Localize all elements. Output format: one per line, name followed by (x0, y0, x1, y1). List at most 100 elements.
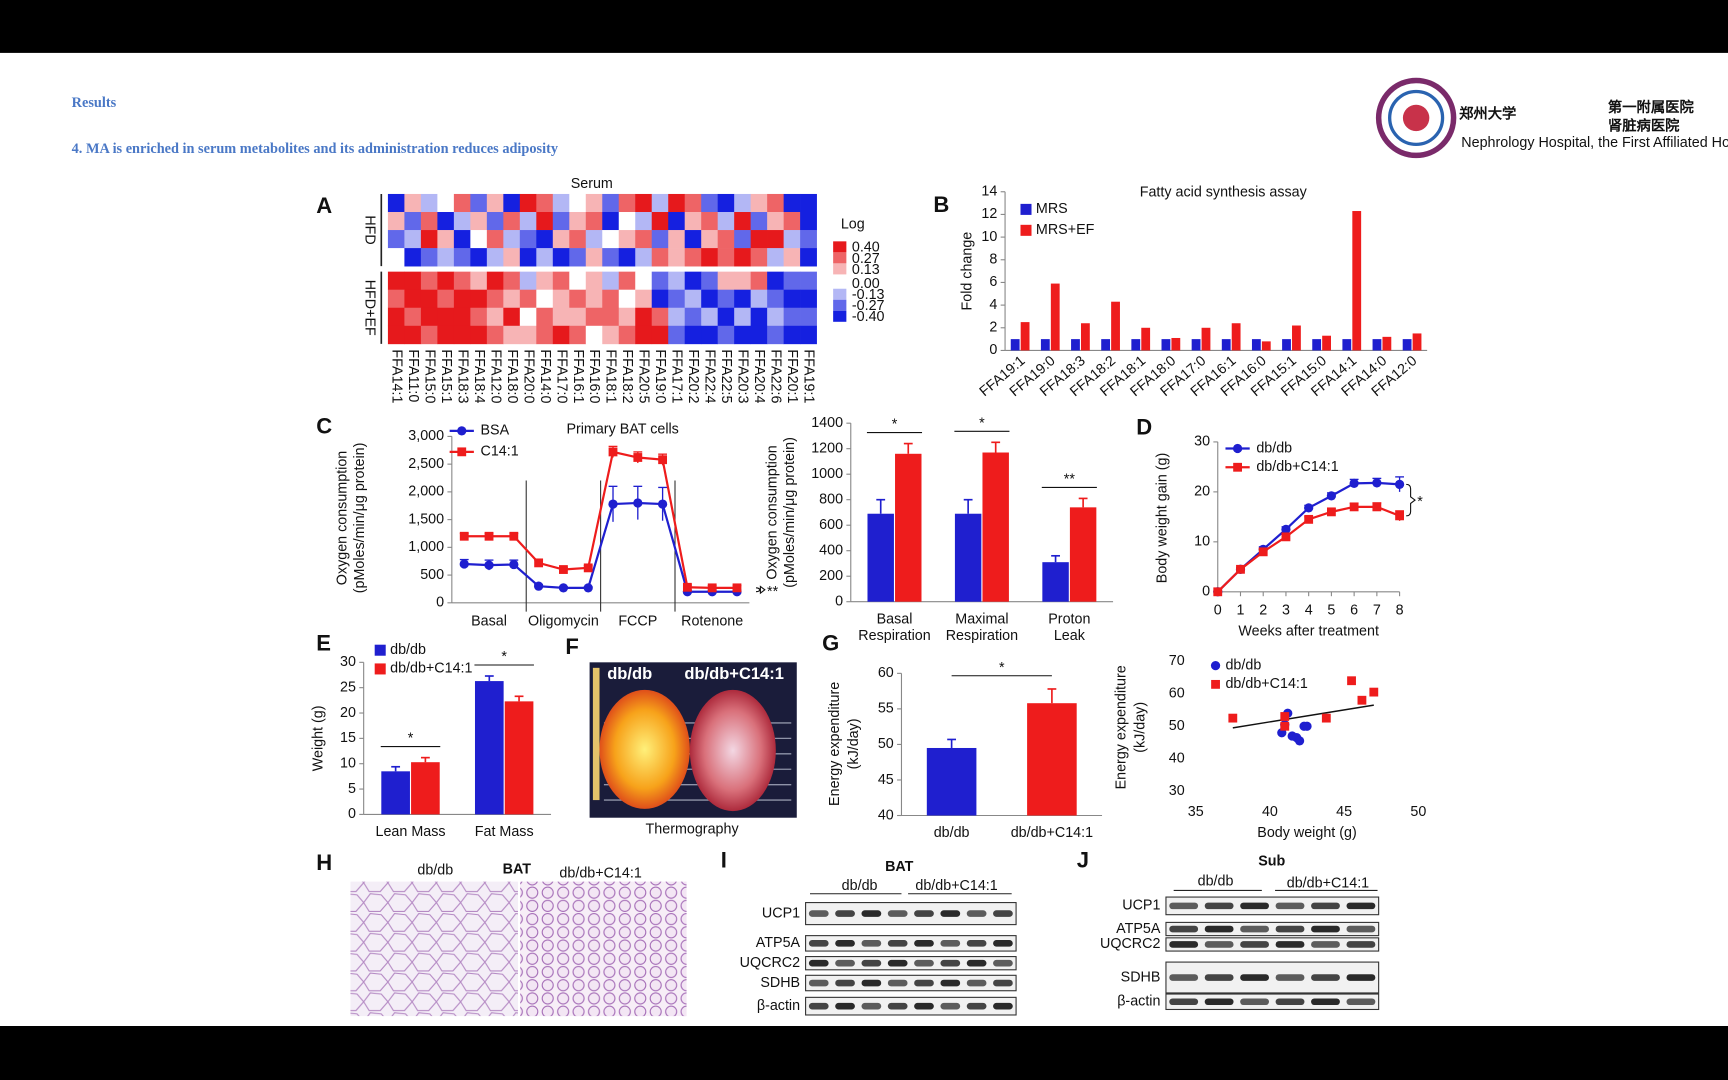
y-axis-label: Oxygen consumption (764, 445, 780, 579)
significance-label: ** (767, 584, 779, 600)
marker (657, 499, 668, 509)
blot-row-label: β-actin (757, 998, 800, 1014)
bar (1027, 703, 1077, 816)
heatmap-cell (684, 289, 702, 309)
significance-label: * (1417, 494, 1423, 510)
bar (1282, 339, 1291, 351)
heatmap-cell (701, 307, 719, 327)
heatmap-cell (800, 325, 817, 345)
x-tick-label: Oligomycin (528, 613, 599, 629)
heatmap-cell (750, 193, 768, 213)
panel-letter: C (316, 413, 332, 438)
blot-band (1240, 902, 1269, 910)
heatmap-cell (536, 307, 554, 327)
logo-name: 郑州大学 (1459, 104, 1516, 122)
y-tick-label: 20 (340, 705, 356, 721)
heatmap-cell (734, 212, 751, 231)
blot-band (966, 959, 987, 967)
heatmap-cell (569, 212, 587, 231)
panel-letter: F (565, 634, 578, 659)
thermo-scale (592, 667, 600, 801)
blot-band (1311, 925, 1340, 933)
y-tick-label: 10 (340, 755, 356, 771)
panel-letter: I (721, 848, 727, 873)
column-label: FFA22:4 (702, 349, 718, 403)
column-label: FFA14:0 (537, 349, 553, 403)
colorbar-label: 0.27 (852, 251, 880, 267)
legend-label: db/db+C14:1 (1256, 459, 1338, 475)
heatmap-cell (651, 212, 669, 231)
bar (1352, 211, 1362, 351)
fat-pad (599, 689, 690, 809)
bar (1131, 339, 1141, 351)
x-tick-label: Basal (471, 613, 507, 629)
x-tick-label: db/db+C14:1 (1011, 825, 1093, 841)
heatmap-cell (470, 325, 488, 345)
blot-band (966, 1002, 987, 1010)
heatmap-cell (470, 289, 488, 309)
heatmap-cell (470, 307, 488, 327)
y-tick-label: 30 (1194, 434, 1210, 450)
marker (509, 531, 519, 541)
histology-cells (520, 881, 687, 1017)
heatmap-cell (536, 193, 554, 213)
heatmap-cell (783, 193, 801, 213)
heatmap-cell (717, 193, 735, 213)
heatmap-cell (437, 325, 455, 345)
heatmap-cell (750, 325, 768, 345)
x-tick-label: 40 (1262, 804, 1278, 820)
legend-swatch (1020, 224, 1032, 236)
legend-label: BSA (480, 423, 509, 439)
x-tick-label: 5 (1327, 602, 1335, 618)
blot-band (940, 979, 961, 987)
slide-background (0, 52, 1728, 1027)
marker (1321, 713, 1331, 723)
bar (1069, 507, 1097, 602)
blot-band (993, 910, 1013, 917)
panel-letter: A (316, 193, 332, 218)
column-label: FFA20:2 (685, 349, 701, 403)
blot-band (966, 940, 987, 947)
bar (1412, 333, 1422, 351)
heatmap-cell (767, 325, 784, 345)
legend-label: MRS+EF (1036, 222, 1095, 238)
column-label: FFA19:1 (801, 349, 817, 403)
heatmap-cell (668, 325, 686, 345)
heatmap-cell (437, 271, 455, 291)
y-tick-label: 5 (348, 781, 356, 797)
heatmap-cell (684, 271, 702, 291)
y-tick-label: 8 (989, 252, 997, 268)
heatmap-cell (569, 325, 587, 345)
column-label: FFA20:5 (636, 349, 652, 403)
image-label: db/db (607, 664, 652, 683)
image-label: db/db (417, 862, 453, 878)
heatmap-cell (519, 248, 537, 267)
y-tick-label: 1400 (811, 415, 843, 431)
heatmap-cell (404, 271, 422, 291)
marker (583, 583, 593, 593)
y-tick-label: 50 (1169, 718, 1185, 734)
heatmap-cell (486, 212, 504, 231)
blot-band (1169, 902, 1199, 910)
marker (1395, 511, 1404, 521)
heatmap-cell (668, 289, 686, 309)
marker (459, 559, 469, 569)
y-tick-label: 600 (819, 517, 843, 533)
column-label: FFA20:3 (735, 349, 751, 403)
marker (707, 583, 717, 593)
blot-strip (805, 956, 1017, 971)
heatmap-cell (470, 230, 488, 249)
heatmap-cell (437, 230, 455, 249)
slide-subtitle: 4. MA is enriched in serum metabolites a… (72, 141, 559, 157)
heatmap-cell (536, 325, 554, 345)
heatmap-cell (569, 271, 587, 291)
bar (1261, 341, 1271, 351)
heatmap-cell (602, 289, 620, 309)
heatmap-cell (420, 248, 438, 267)
heatmap-cell (750, 248, 768, 267)
y-tick-label: 60 (878, 665, 894, 681)
blot-band (914, 959, 934, 967)
marker (633, 498, 643, 508)
marker (1236, 564, 1245, 574)
column-label: FFA12:0 (487, 349, 503, 403)
